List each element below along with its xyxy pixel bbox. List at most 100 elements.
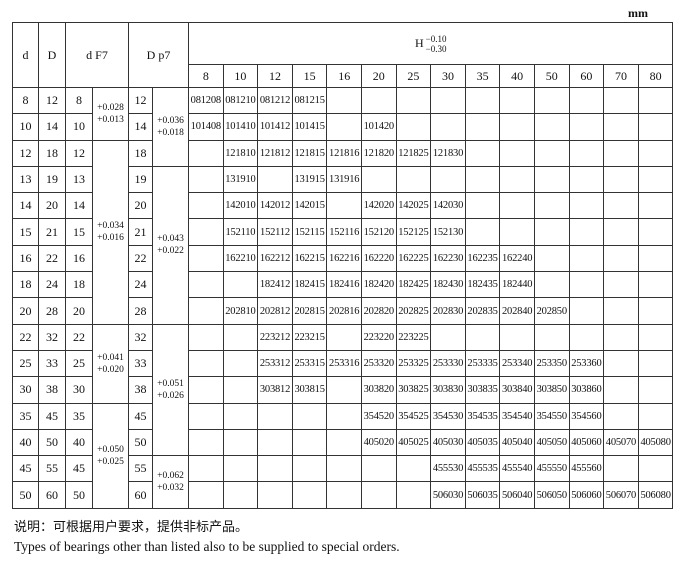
cell-bearing-code [222,455,259,483]
table-body: 8 12 8 +0.028 +0.013 12 +0.036 +0.018 081208 0812… [12,86,674,509]
cell-Dp7: 33 [128,349,153,378]
cell-bearing-code [568,165,605,194]
cell-bearing-code: 354540 [499,402,535,430]
cell-bearing-code: 506060 [568,481,605,509]
cell-bearing-code: 121815 [291,139,328,167]
cell-bearing-code: 354530 [430,402,466,430]
cell-d: 14 [12,192,39,220]
cell-bearing-code [326,428,362,457]
cell-bearing-code: 142020 [360,192,397,220]
cell-bearing-code: 131910 [222,165,259,194]
cell-bearing-code: 142015 [291,192,328,220]
cell-bearing-code: 506050 [533,481,570,509]
cell-bearing-code [326,455,362,483]
cell-bearing-code [603,165,639,194]
cell-bearing-code: 121825 [395,139,432,167]
cell-dF7: 22 [65,323,93,351]
table-row: 14 20 14 20 142010 142012 142015 142020 142025 14… [12,192,674,220]
cell-bearing-code: 081212 [257,86,293,115]
header-H-value: 12 [257,64,293,88]
tolerance-upper: +0.043 [157,234,184,245]
cell-bearing-code [326,192,362,220]
cell-bearing-code: 121810 [222,139,259,167]
cell-bearing-code: 354535 [464,402,501,430]
tolerance-lower: +0.013 [97,114,124,125]
cell-dF7: 25 [65,349,93,378]
cell-bearing-code: 182415 [291,271,328,299]
cell-bearing-code: 202850 [533,297,570,325]
cell-bearing-code [637,323,674,351]
cell-Dp7: 32 [128,323,153,351]
cell-bearing-code: 506030 [430,481,466,509]
cell-bearing-code [430,86,466,115]
cell-bearing-code [222,349,259,378]
cell-bearing-code: 223215 [291,323,328,351]
cell-bearing-code: 405040 [499,428,535,457]
table-row: 16 22 16 22 162210 162212 162215 162216 162220 16… [12,244,674,273]
cell-bearing-code: 182435 [464,271,501,299]
cell-bearing-code [603,297,639,325]
header-H-value: 60 [568,64,605,88]
cell-bearing-code: 202820 [360,297,397,325]
cell-bearing-code: 253335 [464,349,501,378]
cell-bearing-code [188,376,224,404]
cell-Dp7: 55 [128,455,153,483]
cell-bearing-code: 152112 [257,218,293,246]
cell-bearing-code [326,323,362,351]
cell-bearing-code: 142030 [430,192,466,220]
cell-bearing-code: 182412 [257,271,293,299]
cell-dF7: 13 [65,165,93,194]
cell-bearing-code: 455530 [430,455,466,483]
cell-dF7-tolerance: +0.041 +0.020 [92,323,129,404]
cell-bearing-code: 182425 [395,271,432,299]
cell-bearing-code: 202825 [395,297,432,325]
cell-bearing-code [464,218,501,246]
cell-bearing-code [188,428,224,457]
cell-bearing-code: 202840 [499,297,535,325]
cell-bearing-code: 162210 [222,244,259,273]
cell-bearing-code [188,218,224,246]
cell-bearing-code [603,271,639,299]
cell-bearing-code: 152130 [430,218,466,246]
tolerance-upper: +0.034 [97,221,124,232]
cell-bearing-code: 253325 [395,349,432,378]
cell-bearing-code [533,86,570,115]
cell-bearing-code: 253320 [360,349,397,378]
cell-bearing-code: 142025 [395,192,432,220]
cell-bearing-code: 303820 [360,376,397,404]
cell-bearing-code: 152115 [291,218,328,246]
cell-bearing-code [360,165,397,194]
header-H-value: 25 [395,64,432,88]
cell-bearing-code [360,455,397,483]
cell-bearing-code: 405060 [568,428,605,457]
cell-bearing-code: 101420 [360,113,397,141]
cell-bearing-code: 405070 [603,428,639,457]
cell-bearing-code: 081210 [222,86,259,115]
bearing-dimension-table: d D d F7 D p7 H −0.10 −0.30 8 10 12 15 16 20 25 3… [12,22,674,509]
cell-bearing-code [499,86,535,115]
cell-D: 12 [38,86,66,115]
cell-bearing-code [637,113,674,141]
cell-D: 55 [38,455,66,483]
cell-bearing-code [326,402,362,430]
cell-bearing-code: 182416 [326,271,362,299]
cell-bearing-code [395,481,432,509]
cell-D: 24 [38,271,66,299]
cell-bearing-code: 405050 [533,428,570,457]
header-dF7: d F7 [65,22,129,88]
tolerance-upper: +0.051 [157,378,184,389]
cell-bearing-code [291,481,328,509]
cell-D: 60 [38,481,66,509]
cell-D: 32 [38,323,66,351]
cell-Dp7: 21 [128,218,153,246]
cell-d: 8 [12,86,39,115]
cell-bearing-code [603,218,639,246]
cell-bearing-code: 303860 [568,376,605,404]
cell-bearing-code: 506040 [499,481,535,509]
cell-bearing-code: 506035 [464,481,501,509]
header-H-value: 35 [464,64,501,88]
table-row: 35 45 35 +0.050 +0.025 45 354520 354525 354530 35… [12,402,674,509]
cell-D: 14 [38,113,66,141]
cell-bearing-code [568,139,605,167]
cell-bearing-code: 223212 [257,323,293,351]
